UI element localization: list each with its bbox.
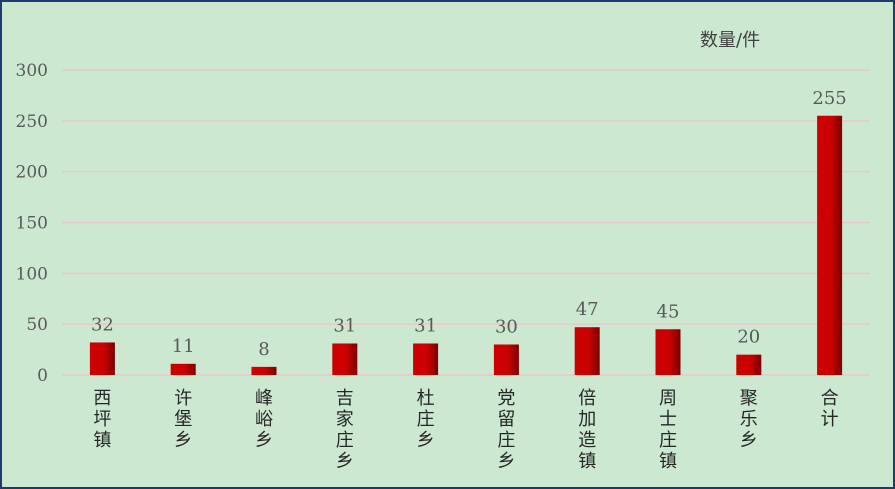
x-tick-label: 合计 [821,388,839,430]
gridlines [62,69,870,376]
y-tick-label: 150 [16,214,48,234]
data-label: 255 [812,88,846,109]
y-tick-label: 0 [37,366,48,386]
x-tick-label: 周士庄镇 [659,388,677,472]
y-tick-label: 50 [26,315,48,335]
bar [332,343,358,375]
bar [493,344,519,375]
data-label: 47 [576,299,599,320]
bar [251,366,277,375]
data-labels: 32 11 8 31 31 30 47 45 20 255 [91,88,847,360]
x-tick-label: 吉家庄乡 [336,388,354,472]
bar [89,342,115,375]
bar [655,329,681,375]
data-label: 11 [172,336,195,357]
y-unit-label: 数量/件 [700,30,761,51]
bar [170,363,196,375]
bars [89,115,843,375]
y-tick-label: 100 [16,264,48,284]
bar [574,327,600,375]
y-tick-label: 250 [16,112,48,132]
data-label: 31 [333,315,356,336]
x-tick-label: 峰峪乡 [255,388,273,451]
y-tick-label: 200 [16,163,48,183]
bar [413,343,439,375]
data-label: 8 [258,339,269,360]
data-label: 30 [495,317,518,338]
data-label: 45 [657,301,680,322]
data-label: 31 [414,315,437,336]
x-tick-label: 许堡乡 [174,388,192,451]
y-axis: 0 50 100 150 200 250 300 [16,61,48,386]
bar [817,115,843,375]
x-tick-label: 杜庄乡 [417,388,435,451]
x-tick-label: 聚乐乡 [740,388,758,451]
bar [736,354,762,375]
x-tick-label: 西坪镇 [93,388,111,451]
y-tick-label: 300 [16,61,48,81]
x-tick-label: 党留庄乡 [497,388,515,472]
x-axis: 西坪镇 许堡乡 峰峪乡 吉家庄乡 杜庄乡 党留庄乡 倍加造镇 周士庄镇 聚乐乡 合计 [93,388,838,472]
data-label: 32 [91,314,114,335]
x-tick-label: 倍加造镇 [578,388,596,472]
data-label: 20 [737,327,760,348]
